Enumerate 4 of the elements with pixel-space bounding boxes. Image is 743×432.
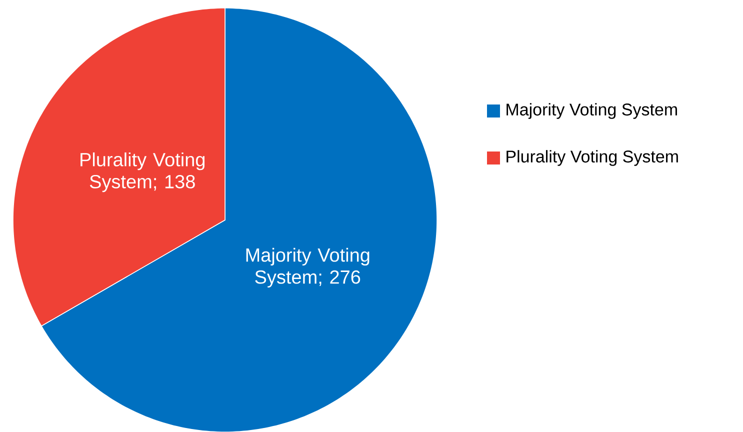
legend-label: Plurality Voting System <box>506 150 678 166</box>
legend-label: Majority Voting System <box>506 103 677 119</box>
data-label: Plurality Voting System; 138 <box>80 152 205 192</box>
data-label: Majority Voting System; 276 <box>246 248 370 288</box>
